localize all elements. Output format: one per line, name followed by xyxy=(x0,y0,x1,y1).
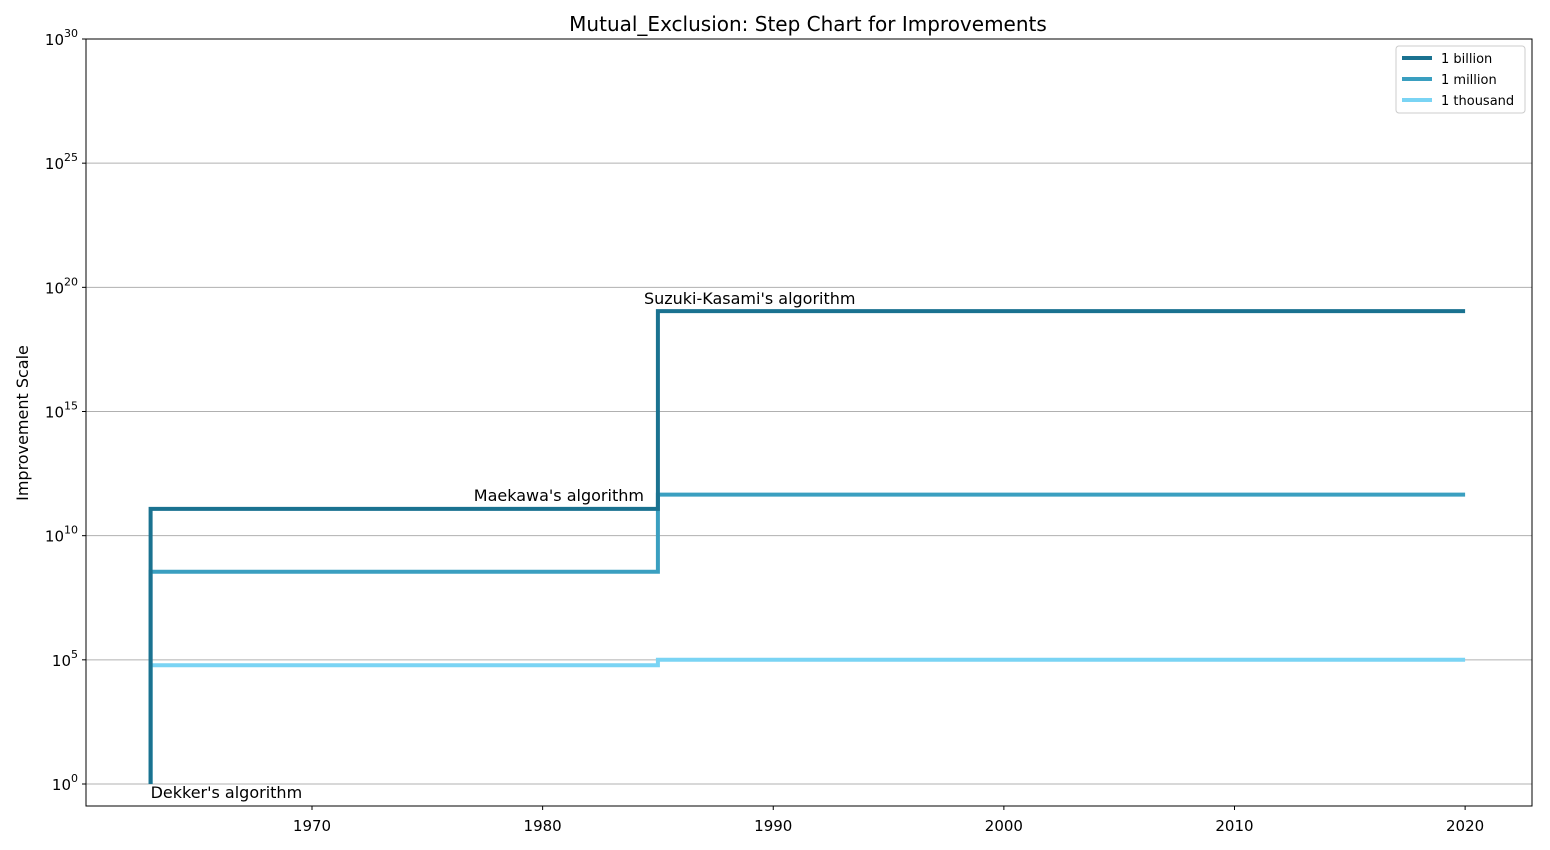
annotation-maekawa: Maekawa's algorithm xyxy=(474,486,644,505)
y-axis-label: Improvement Scale xyxy=(13,345,32,501)
x-tick-label-5: 2020 xyxy=(1446,817,1484,835)
legend-box xyxy=(1395,45,1526,114)
legend: 1 billion 1 million 1 thousand xyxy=(1395,45,1526,114)
x-tick-label-3: 2000 xyxy=(985,817,1023,835)
annotation-dekker: Dekker's algorithm xyxy=(151,783,303,802)
x-tick-label-0: 1970 xyxy=(293,817,331,835)
y-tick-label-1: 105 xyxy=(52,648,78,670)
y-tick-label-3: 1015 xyxy=(45,400,78,422)
y-tick-label-0: 100 xyxy=(52,772,78,794)
plot-area-frame xyxy=(85,38,1533,807)
x-tick-label-2: 1990 xyxy=(754,817,792,835)
y-axis-ticks: 100 105 1010 1015 1020 1025 1030 xyxy=(45,27,86,794)
annotation-suzuki-kasami: Suzuki-Kasami's algorithm xyxy=(644,289,856,308)
annotations: Dekker's algorithm Maekawa's algorithm Suz… xyxy=(151,289,856,802)
chart-title: Mutual_Exclusion: Step Chart for Improve… xyxy=(569,12,1047,36)
series-lines xyxy=(148,309,1466,784)
x-tick-label-1: 1980 xyxy=(524,817,562,835)
legend-label-0: 1 billion xyxy=(1441,52,1492,67)
x-tick-label-4: 2010 xyxy=(1215,817,1253,835)
series-line-1-billion xyxy=(148,309,1466,784)
y-tick-label-5: 1025 xyxy=(45,151,78,173)
y-tick-label-6: 1030 xyxy=(45,27,78,49)
y-tick-label-2: 1010 xyxy=(45,524,78,546)
legend-label-1: 1 million xyxy=(1441,73,1497,88)
y-tick-label-4: 1020 xyxy=(45,275,78,297)
legend-label-2: 1 thousand xyxy=(1441,94,1514,109)
x-axis-ticks: 1970 1980 1990 2000 2010 2020 xyxy=(293,806,1484,835)
